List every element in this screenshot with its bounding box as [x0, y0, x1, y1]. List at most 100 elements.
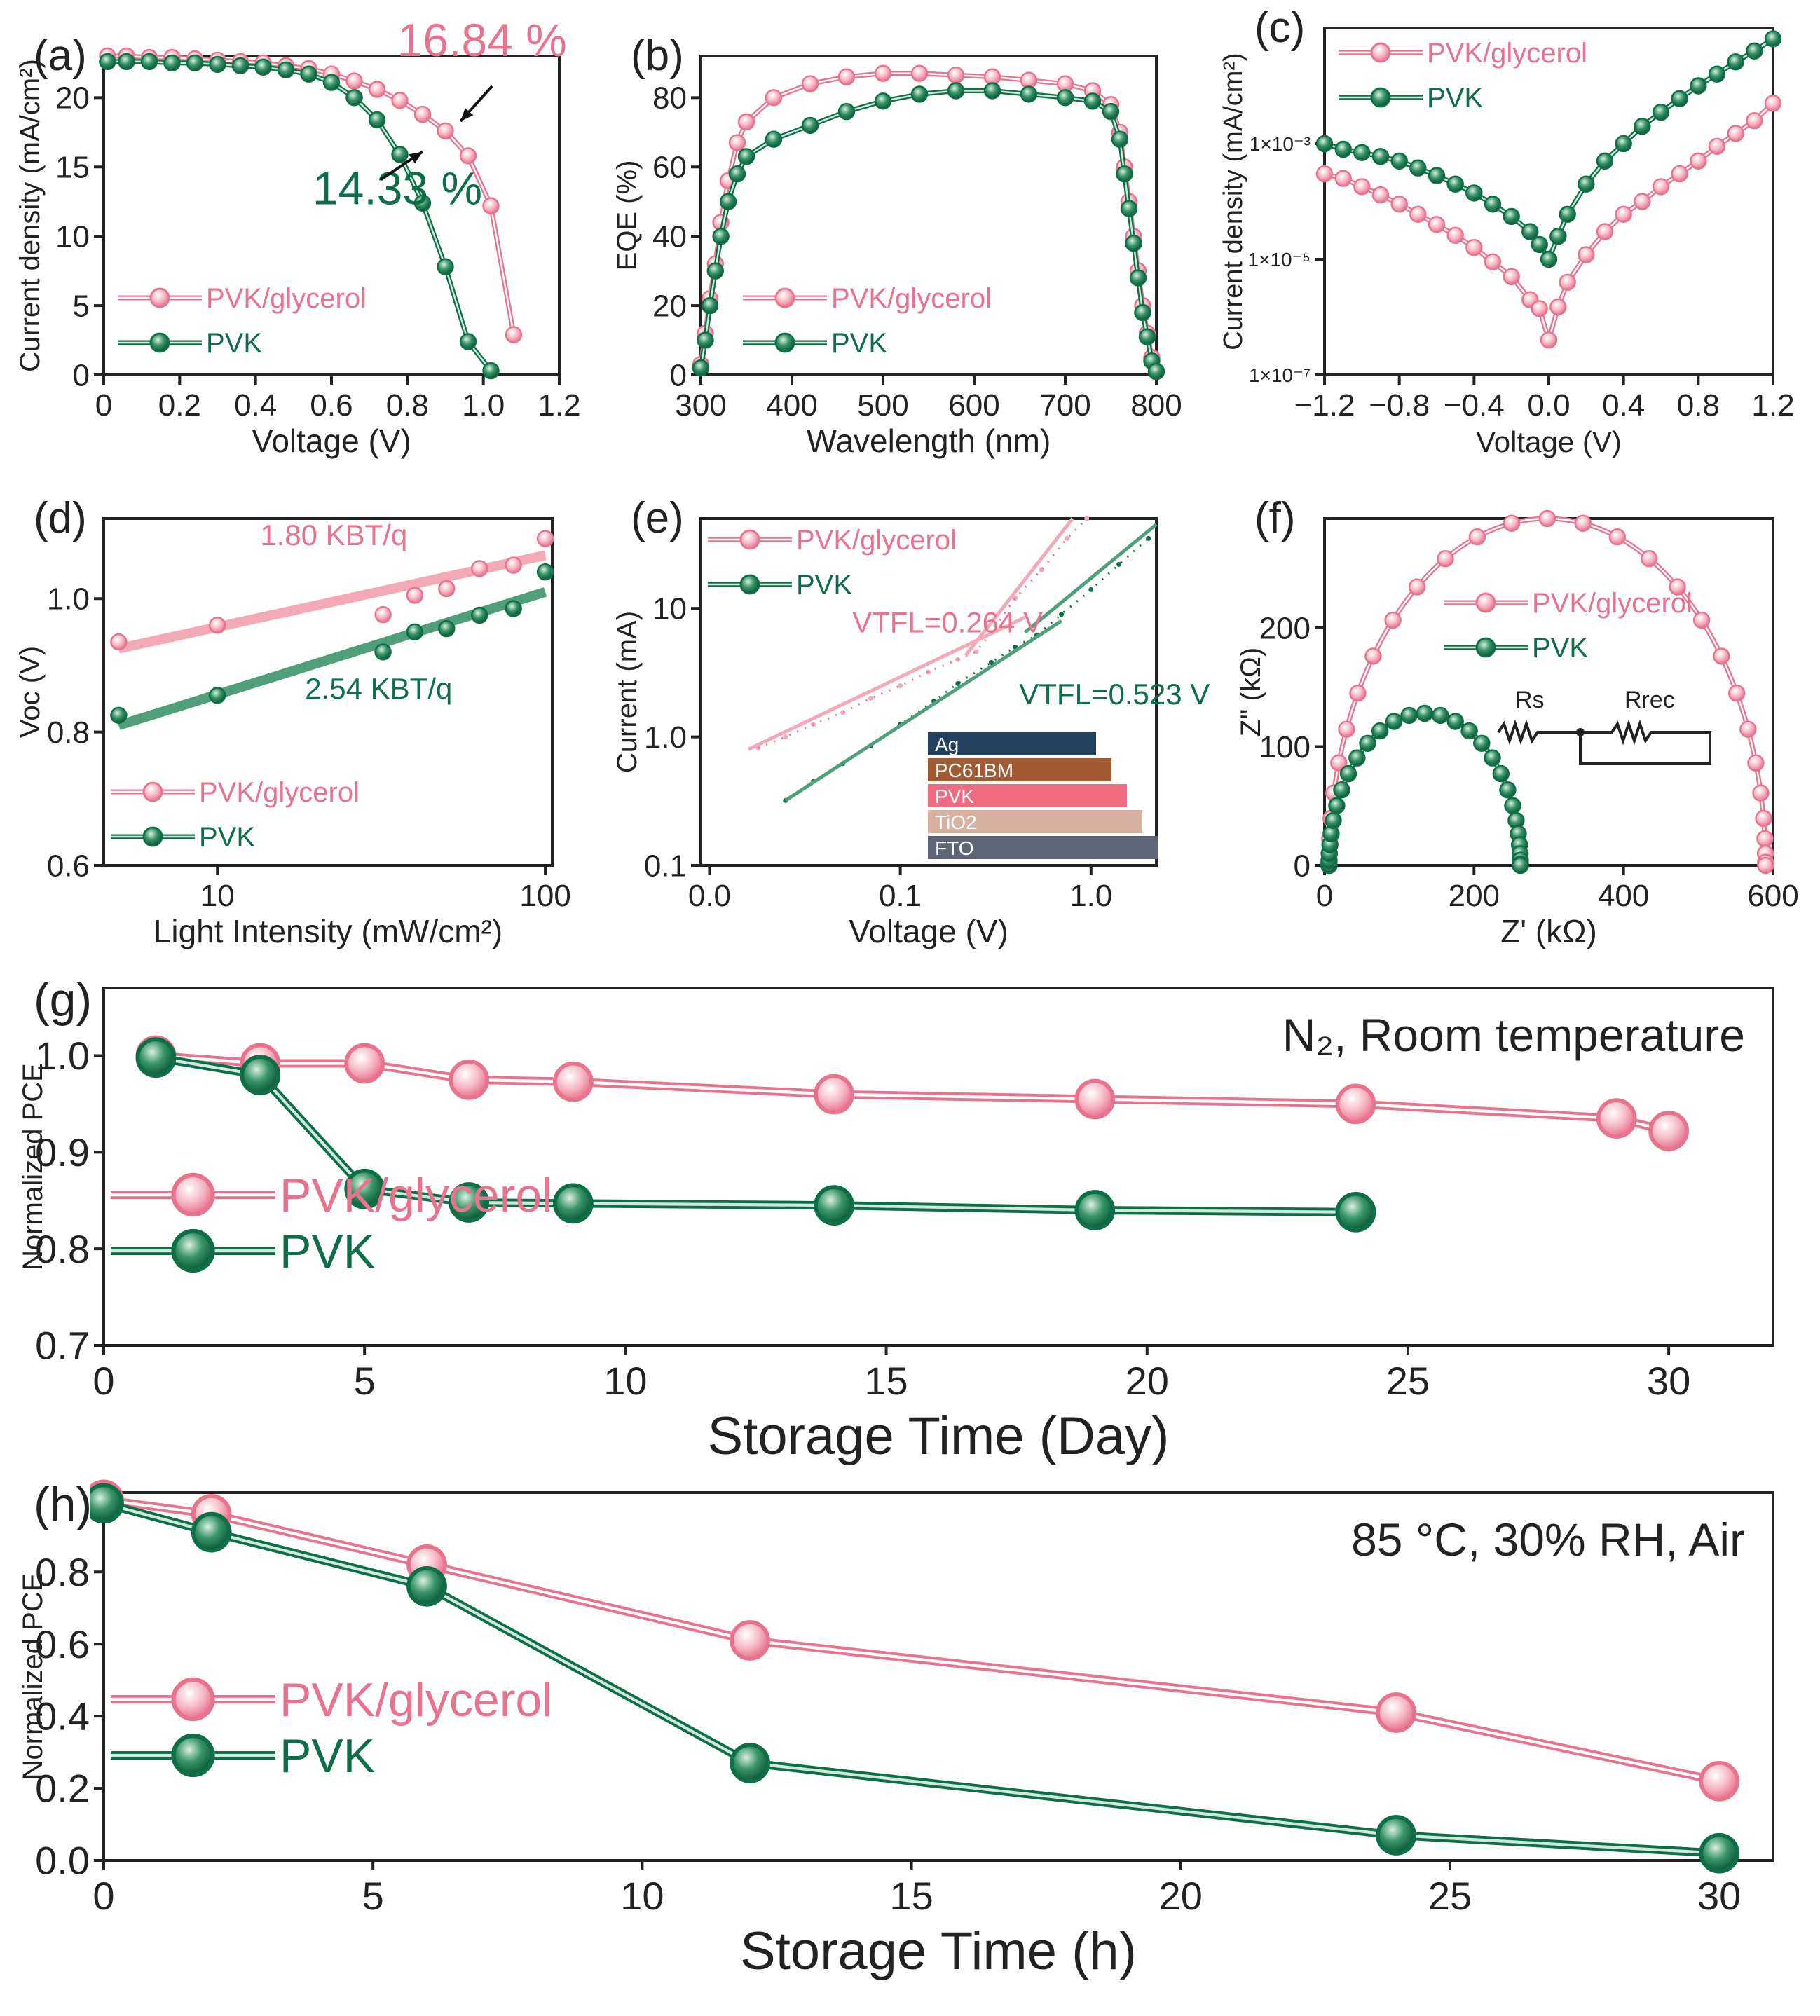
data-point-1-2	[406, 1565, 447, 1607]
y-tick-label: 80	[652, 81, 687, 116]
stack-layer-label: FTO	[935, 837, 973, 859]
data-point-0-12	[1437, 549, 1454, 568]
data-point-1-17	[1596, 152, 1614, 170]
legend-marker-1	[774, 332, 795, 353]
data-point-1-23	[1504, 797, 1521, 815]
data-point-1-14	[1549, 227, 1567, 245]
data-point-1-18	[1460, 722, 1478, 740]
annotation-1: 2.54 KBT/q	[305, 672, 452, 705]
x-tick-label: 15	[864, 1359, 908, 1403]
y-tick-label: 20	[652, 289, 687, 323]
x-tick-label: 0	[93, 1359, 114, 1403]
legend-marker-0	[1370, 42, 1391, 63]
data-point-1-26	[1764, 30, 1782, 48]
y-tick-label: 100	[1259, 730, 1311, 764]
data-point-0-6	[728, 134, 746, 151]
data-point-1-19	[1111, 130, 1129, 148]
series-line-0	[1326, 516, 1768, 866]
legend-label-0: PVK/glycerol	[280, 1673, 552, 1727]
data-point-1-1	[191, 1511, 232, 1553]
data-point-1-2	[1353, 144, 1371, 162]
series-line-1	[1323, 36, 1774, 262]
data-point-1-16	[459, 333, 477, 350]
data-point-1-9	[801, 116, 819, 135]
annotation-1: 14.33 %	[313, 163, 482, 214]
data-point-0-13	[1084, 516, 1090, 521]
y-tick-label: 1×10⁻³	[1250, 133, 1311, 155]
data-point-0-11	[345, 72, 363, 90]
data-point-1-6	[505, 600, 522, 617]
x-axis-label: Voltage (V)	[1476, 425, 1622, 458]
data-point-1-9	[300, 65, 317, 83]
legend-marker-0	[1475, 592, 1496, 613]
data-point-0-9	[1364, 647, 1382, 665]
y-tick-label: 0	[1294, 849, 1311, 883]
panel-label: (a)	[34, 32, 87, 80]
data-point-0-8	[765, 89, 783, 107]
x-tick-label: 600	[948, 388, 999, 423]
data-point-1-7	[737, 148, 755, 165]
data-point-0-17	[482, 197, 500, 214]
data-point-1-24	[1134, 303, 1151, 322]
data-point-0-18	[1640, 549, 1658, 568]
y-axis-label: Current density (mA/cm²)	[15, 59, 46, 372]
x-tick-label: 10	[200, 879, 235, 913]
series-layer	[99, 47, 523, 380]
data-point-0-8	[1596, 1098, 1637, 1139]
data-point-1-1	[118, 53, 135, 71]
y-tick-label: 1×10⁻⁷	[1249, 364, 1311, 386]
data-point-0-9	[1648, 1111, 1689, 1151]
data-point-1-0	[692, 359, 710, 377]
data-point-1-11	[345, 89, 363, 107]
x-tick-label: 800	[1130, 388, 1182, 423]
x-tick-label: −0.4	[1444, 388, 1505, 423]
y-tick-label: 1.0	[35, 1034, 90, 1078]
data-point-0-7	[536, 530, 554, 547]
panel-a: 0 0.2 0.4 0.6 0.8 1.0 1.2 0 5 10 15 20 Voltage (V) Cu…	[15, 14, 581, 459]
data-point-0-13	[1468, 528, 1486, 546]
data-point-1-14	[1400, 706, 1418, 725]
circuit-label-rs: Rs	[1515, 687, 1545, 713]
x-tick-label: 5	[362, 1874, 384, 1918]
data-point-0-9	[801, 75, 819, 92]
data-point-0-16	[459, 147, 477, 165]
data-point-0-1	[783, 734, 788, 740]
x-axis-label: Wavelength (nm)	[807, 423, 1051, 459]
data-point-1-30	[1512, 856, 1529, 875]
x-tick-label: 400	[766, 388, 817, 423]
data-point-0-1	[208, 617, 226, 634]
series-layer	[1320, 509, 1774, 875]
data-point-0-7	[1335, 1083, 1376, 1125]
x-tick-label: 30	[1647, 1359, 1690, 1403]
x-tick-label: 1.0	[462, 388, 505, 423]
series-line-1-highlight	[1328, 712, 1521, 866]
data-point-1-4	[1376, 1815, 1416, 1856]
y-axis-label: EQE (%)	[612, 160, 643, 271]
data-point-1-2	[374, 643, 392, 661]
data-point-1-10	[322, 74, 341, 91]
series-layer	[747, 516, 1158, 803]
panel-label: (d)	[34, 494, 87, 542]
data-point-1-19	[1473, 734, 1491, 753]
data-point-0-13	[947, 66, 965, 84]
data-point-0-13	[1540, 331, 1558, 349]
data-point-1-21	[1671, 90, 1688, 108]
series-line-1-highlight	[1324, 38, 1774, 261]
panel-label: (h)	[34, 1478, 92, 1531]
x-tick-label: 1.2	[1751, 388, 1794, 423]
data-point-1-15	[1020, 85, 1038, 103]
data-point-1-21	[1492, 764, 1510, 783]
legend-label-0: PVK/glycerol	[831, 283, 992, 314]
data-point-1-12	[1371, 722, 1389, 740]
series-layer	[692, 64, 1165, 380]
stack-layer-tio2	[928, 810, 1142, 833]
fit-line-0b	[964, 517, 1074, 657]
legend-marker-0	[739, 529, 760, 550]
circuit-node	[1576, 728, 1585, 736]
y-axis-label: Voc (V)	[15, 646, 46, 738]
panel-label: (e)	[631, 494, 684, 542]
legend-marker-0	[171, 1172, 215, 1217]
data-point-1-12	[1531, 235, 1548, 254]
data-point-1-3	[163, 54, 181, 72]
